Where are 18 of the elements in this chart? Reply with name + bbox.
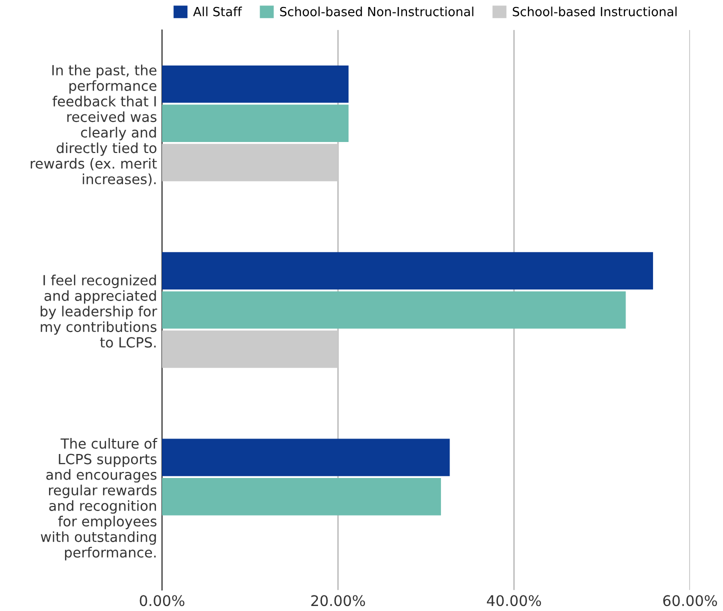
bar bbox=[162, 291, 626, 329]
legend-label: All Staff bbox=[193, 6, 242, 16]
y-tick-label: The culture of LCPS supports and encourages regular rewards and recognition for employees with outstanding performance. bbox=[40, 438, 158, 560]
legend-label: School-based Instructional bbox=[512, 6, 677, 16]
legend-label: School-based Non-Instructional bbox=[280, 6, 474, 16]
bar bbox=[162, 65, 349, 103]
bar bbox=[162, 438, 450, 476]
x-tick-label: 20.00% bbox=[311, 595, 365, 606]
bar bbox=[162, 252, 654, 290]
bar bbox=[162, 478, 441, 516]
x-tick-label: 0.00% bbox=[140, 595, 184, 606]
x-tick-label: 60.00% bbox=[663, 595, 717, 606]
bar bbox=[162, 330, 338, 368]
y-tick-label: I feel recognized and appreciated by leadership for my contributions to LCPS. bbox=[40, 274, 158, 348]
bar bbox=[162, 144, 338, 182]
x-tick-label: 40.00% bbox=[486, 595, 541, 606]
bar bbox=[162, 104, 349, 142]
y-tick-label: In the past, the performance feedback that I received was clearly and directly tied to rewards (ex. merit increases). bbox=[30, 64, 157, 186]
